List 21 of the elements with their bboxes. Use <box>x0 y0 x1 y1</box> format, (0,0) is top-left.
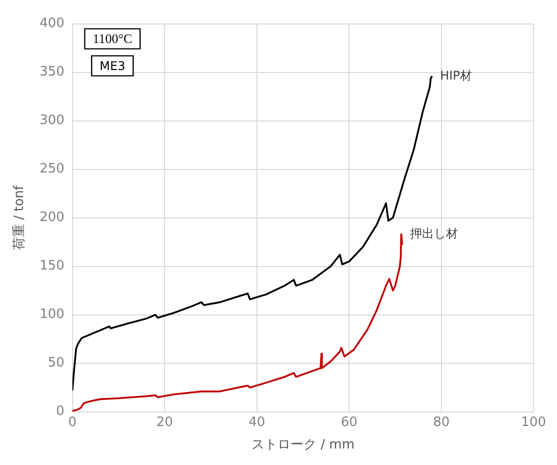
x-axis-title: ストローク / mm <box>252 438 354 453</box>
y-tick-label: 100 <box>40 307 64 322</box>
annotation: 1100°C <box>92 31 132 46</box>
y-tick-label: 250 <box>40 162 64 177</box>
y-tick-label: 0 <box>56 404 64 420</box>
x-tick-label: 60 <box>340 414 358 430</box>
x-tick-label: 0 <box>68 414 77 430</box>
x-tick-label: 100 <box>521 414 546 430</box>
x-tick-label: 40 <box>248 414 266 430</box>
y-tick-label: 350 <box>40 64 64 80</box>
y-tick-label: 150 <box>40 258 64 274</box>
y-tick-label: 400 <box>40 16 64 32</box>
series-label: 押出し材 <box>410 226 458 240</box>
y-tick-label: 200 <box>40 210 64 226</box>
annotation: ME3 <box>100 58 126 73</box>
y-tick-label: 50 <box>48 356 64 371</box>
y-tick-label: 300 <box>40 113 64 128</box>
x-tick-label: 20 <box>156 414 173 430</box>
series-label: HIP材 <box>440 68 472 82</box>
x-tick-label: 80 <box>433 414 450 430</box>
y-axis-title: 荷重 / tonf <box>12 185 28 250</box>
